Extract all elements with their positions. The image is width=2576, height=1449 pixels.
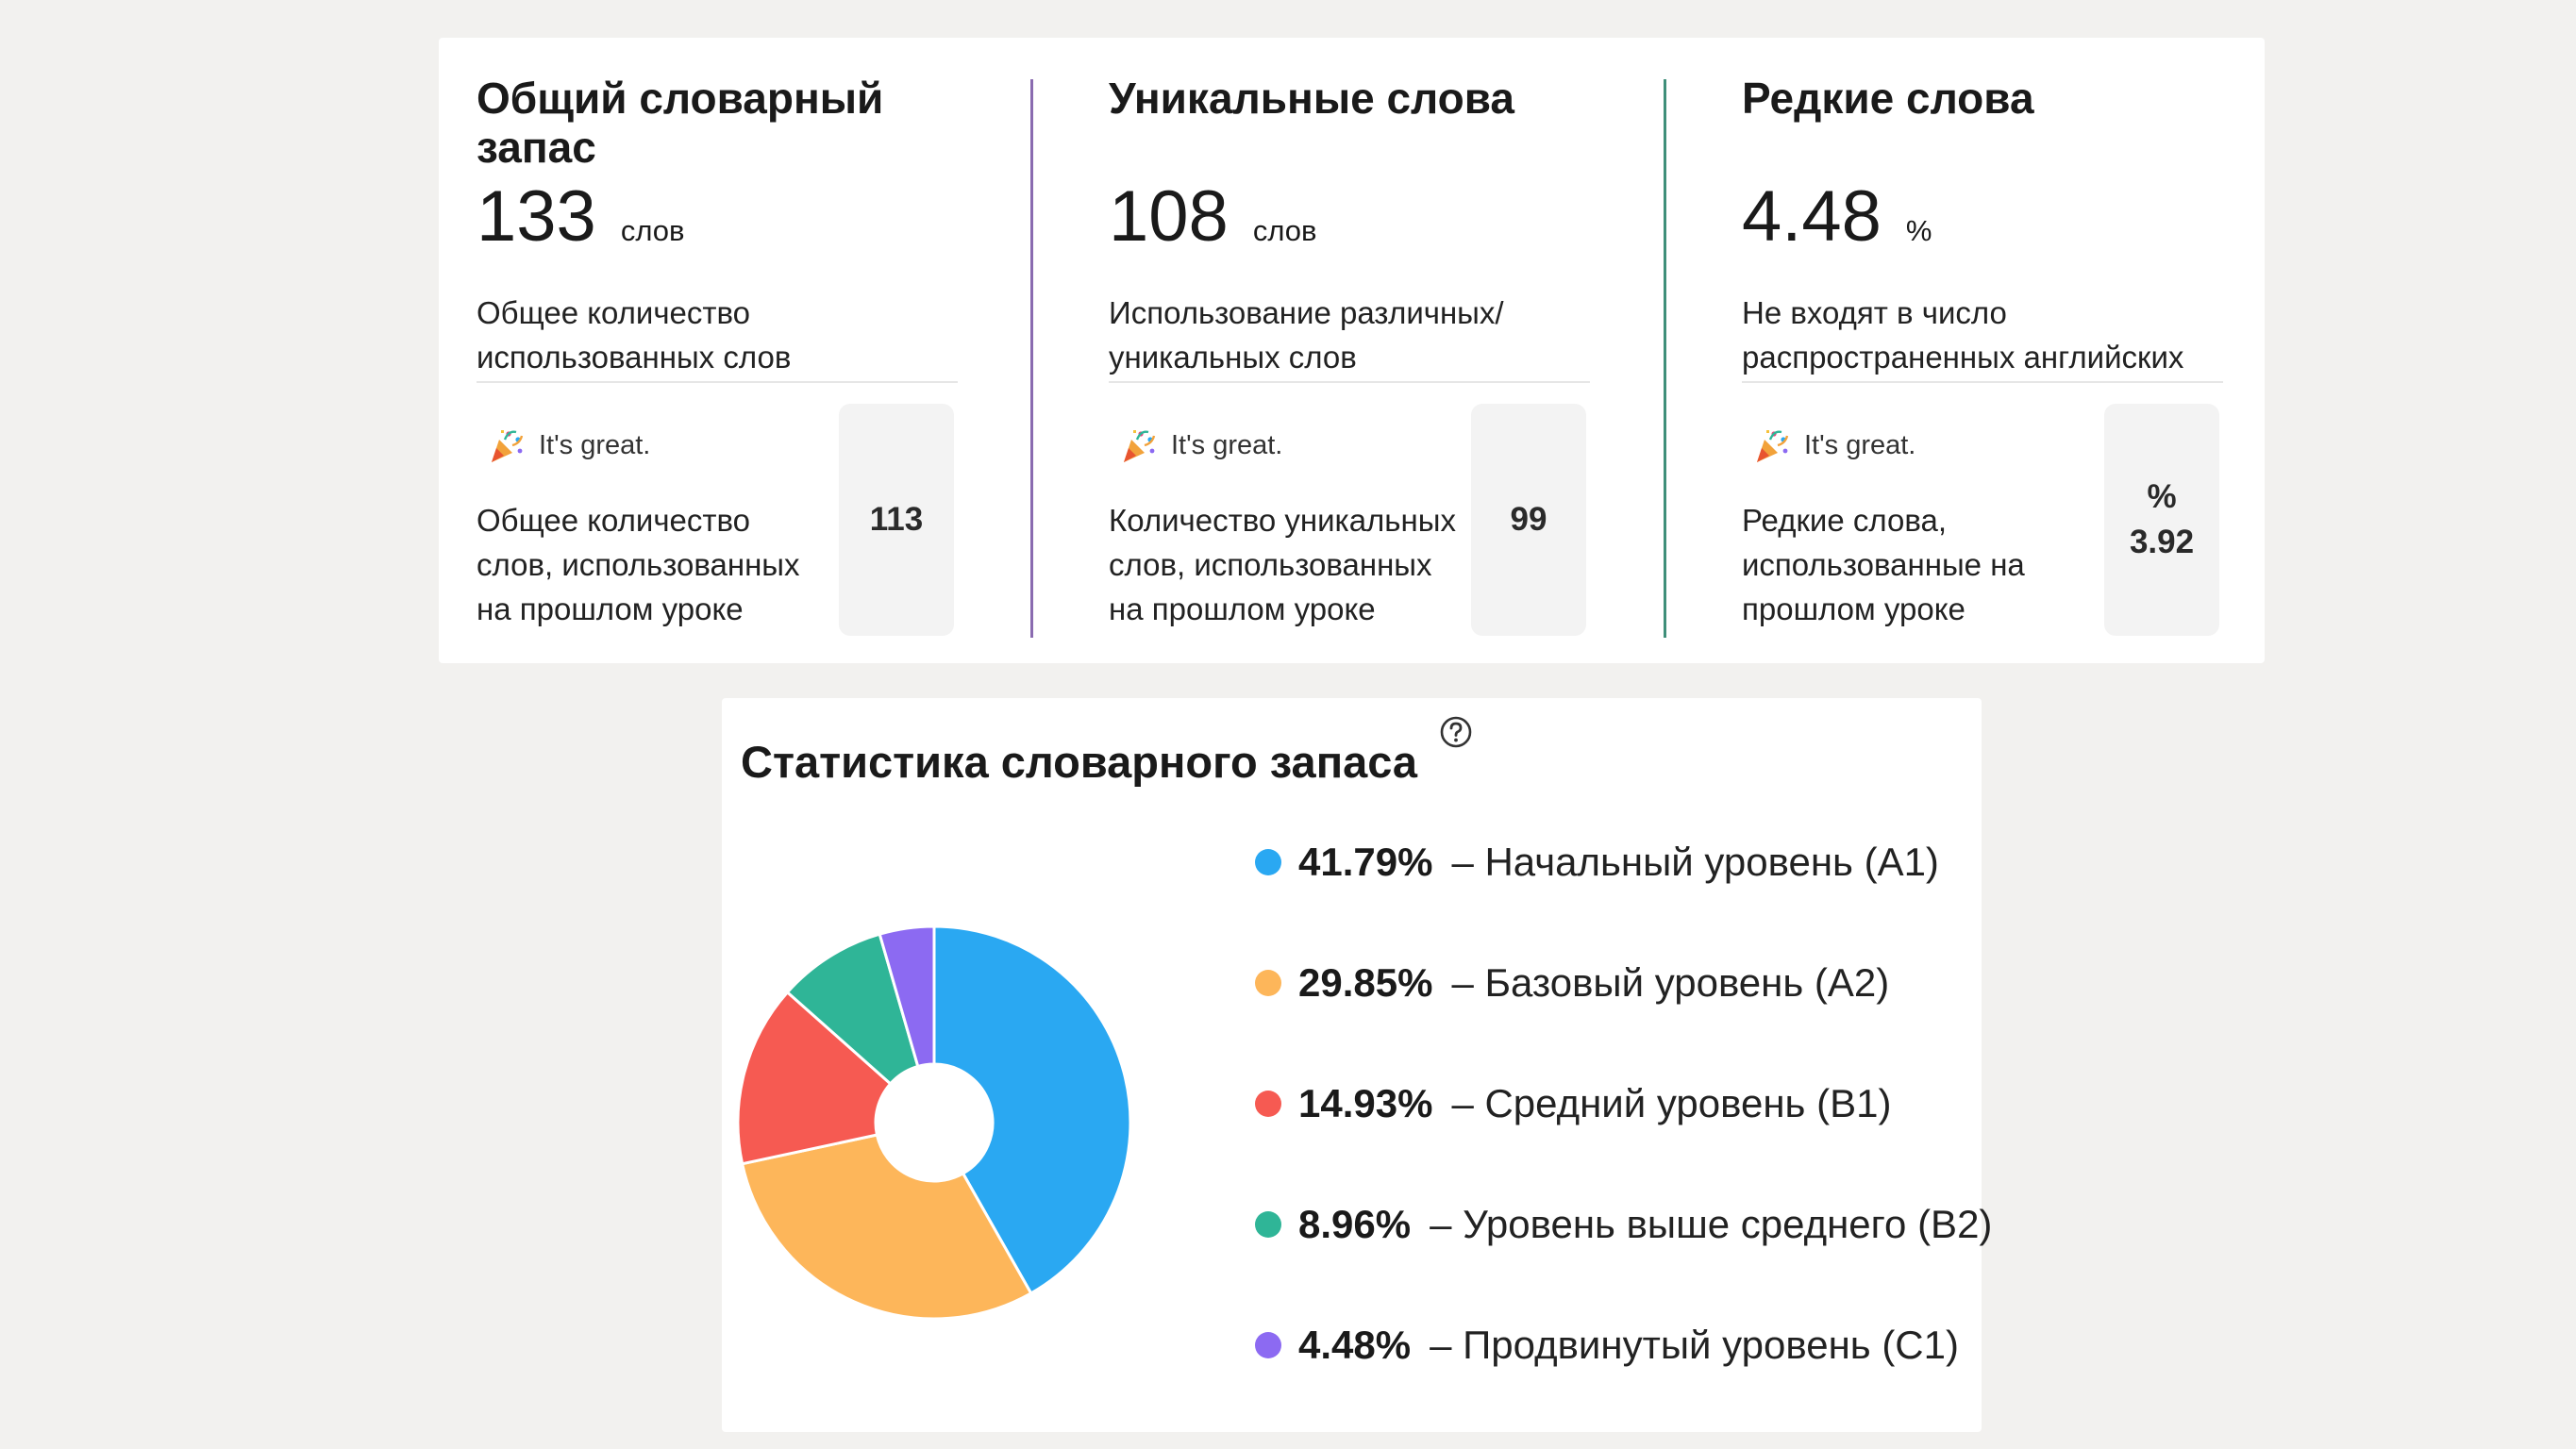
legend-percent: 41.79% (1298, 840, 1433, 884)
previous-value-box: 99 (1471, 404, 1586, 636)
stat-card-total-vocabulary: Общий словарный запас 133 слов Общее коли… (439, 38, 1005, 663)
stat-value: 4.48% (1742, 179, 1932, 255)
legend-label: – Средний уровень (B1) (1451, 1081, 1892, 1125)
stat-card-rare-words: Редкие слова 4.48% Не входят в число рас… (1704, 38, 2270, 663)
great-row: It's great. (1120, 426, 1282, 464)
legend-dot (1255, 1332, 1281, 1358)
legend-dot (1255, 970, 1281, 996)
donut-slice-1 (740, 1133, 1033, 1321)
great-row: It's great. (1753, 426, 1915, 464)
great-row: It's great. (488, 426, 650, 464)
legend-item: 14.93% – Средний уровень (B1) (1255, 1081, 1891, 1126)
stat-number: 133 (477, 176, 596, 257)
stat-number: 108 (1109, 176, 1229, 257)
divider (1030, 79, 1033, 638)
legend-percent: 29.85% (1298, 960, 1433, 1005)
legend-label: – Начальный уровень (A1) (1451, 840, 1939, 884)
stat-description: Использование различных/уникальных слов (1109, 291, 1590, 383)
great-text: It's great. (1804, 429, 1916, 460)
previous-unit: % (2147, 478, 2177, 515)
previous-description: Общее количество слов, использованных на… (477, 503, 800, 626)
stats-panel: Общий словарный запас 133 слов Общее коли… (439, 38, 2265, 663)
previous-value-box: 113 (839, 404, 954, 636)
donut-slice-4 (878, 924, 936, 1069)
previous-value: 99 (1510, 501, 1547, 538)
legend-item: 29.85% – Базовый уровень (A2) (1255, 960, 1889, 1006)
donut-slice-0 (932, 924, 1132, 1295)
great-text: It's great. (1171, 429, 1283, 460)
legend-label: – Продвинутый уровень (C1) (1430, 1323, 1959, 1367)
legend-dot (1255, 849, 1281, 875)
stat-unit: слов (1252, 214, 1317, 247)
stat-description: Не входят в число распространенных англи… (1742, 291, 2223, 383)
stat-title: Общий словарный запас (477, 74, 884, 172)
stat-value: 133 слов (477, 179, 684, 255)
vocabulary-stats-panel: Статистика словарного запаса 41.79% – Нач… (722, 698, 1992, 1432)
stat-number: 4.48 (1742, 176, 1882, 257)
legend-label: – Уровень выше среднего (B2) (1430, 1202, 1993, 1246)
legend-percent: 8.96% (1298, 1202, 1412, 1246)
previous-description: Редкие слова, использованные на прошлом … (1742, 503, 2025, 626)
party-popper-icon (1757, 430, 1789, 462)
stat-title: Уникальные слова (1109, 74, 1515, 123)
legend-label: – Базовый уровень (A2) (1451, 960, 1890, 1005)
previous-value: 3.92 (2129, 524, 2195, 560)
level-donut-chart (736, 924, 1132, 1321)
question-circle-icon[interactable] (1439, 715, 1473, 749)
party-popper-icon (492, 430, 524, 462)
stat-unit: % (1905, 214, 1932, 247)
party-popper-icon (1124, 430, 1156, 462)
legend-item: 41.79% – Начальный уровень (A1) (1255, 840, 1939, 885)
legend-item: 4.48% – Продвинутый уровень (C1) (1255, 1323, 1959, 1368)
stat-title: Редкие слова (1742, 74, 2034, 123)
vocabulary-stats-title: Статистика словарного запаса (741, 737, 1418, 787)
donut-slice-2 (736, 990, 893, 1166)
legend-dot (1255, 1211, 1281, 1238)
legend-item: 8.96% – Уровень выше среднего (B2) (1255, 1202, 1992, 1247)
stat-description: Общее количество использованных слов (477, 291, 958, 383)
legend-percent: 4.48% (1298, 1323, 1412, 1367)
previous-description: Количество уникальных слов, использованн… (1109, 503, 1456, 626)
legend-dot (1255, 1091, 1281, 1117)
stat-unit: слов (620, 214, 685, 247)
stat-value: 108 слов (1109, 179, 1316, 255)
stat-card-unique-words: Уникальные слова 108 слов Использование р… (1071, 38, 1637, 663)
divider (1664, 79, 1666, 638)
great-text: It's great. (539, 429, 651, 460)
legend-percent: 14.93% (1298, 1081, 1433, 1125)
previous-value: 113 (869, 501, 924, 538)
previous-value-box: % 3.92 (2104, 404, 2219, 636)
